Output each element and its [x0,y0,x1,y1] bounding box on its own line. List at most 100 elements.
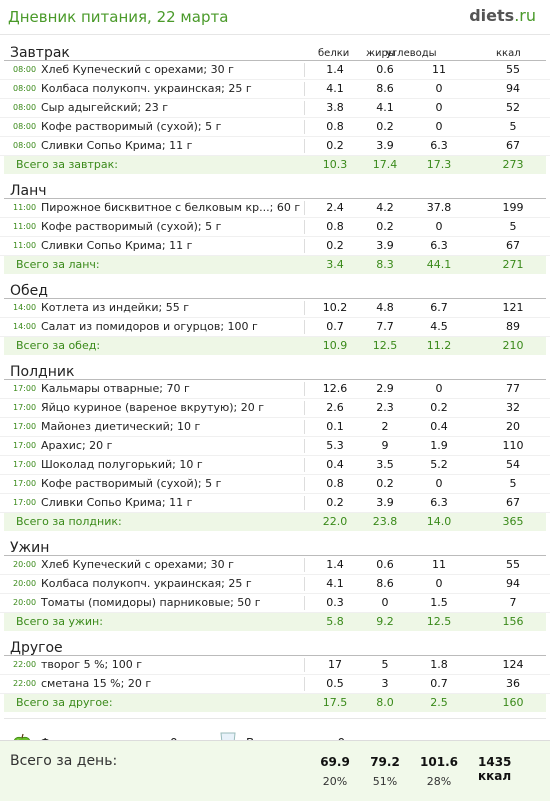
carbs-value: 5.2 [430,458,448,471]
kcal-value: 67 [506,139,520,152]
kcal-value: 89 [506,320,520,333]
carbs-value: 1.9 [430,439,448,452]
total-carbs: 11.2 [426,339,452,352]
total-kcal: 210 [502,339,524,352]
total-carbs: 2.5 [430,696,448,709]
column-separator [304,139,305,153]
page-title: Дневник питания, 22 марта [8,8,229,26]
meal-name: Ужин [10,540,50,556]
meal-header: Обед [0,274,550,299]
protein-value: 0.8 [326,220,344,233]
total-protein: 22.0 [322,515,348,528]
meal-total-label: Всего за ланч: [16,258,100,271]
fat-value: 4.1 [376,101,394,114]
day-total-panel: Всего за день: 69.9 79.2 101.6 1435 ккал… [0,740,550,801]
total-carbs: 12.5 [426,615,452,628]
food-row[interactable]: 20:00 Томаты (помидоры) парниковые; 50 г 0… [0,594,550,613]
food-row[interactable]: 11:00 Пирожное бисквитное с белковым кр..… [0,199,550,218]
food-name: Яйцо куриное (вареное вкрутую); 20 г [41,401,264,414]
food-row[interactable]: 17:00 Кофе растворимый (сухой); 5 г 0.8 0.2… [0,475,550,494]
entry-time: 11:00 [13,203,37,212]
total-fat: 23.8 [372,515,398,528]
kcal-value: 36 [506,677,520,690]
meal-section: Обед 14:00 Котлета из индейки; 55 г 10.2 4.8… [0,274,550,355]
meal-header: Другое [0,631,550,656]
meal-total-row: Всего за завтрак: 10.3 17.4 17.3 273 [4,156,546,174]
food-row[interactable]: 20:00 Колбаса полукопч. украинская; 25 г 4… [0,575,550,594]
food-row[interactable]: 11:00 Кофе растворимый (сухой); 5 г 0.8 0.2… [0,218,550,237]
kcal-value: 124 [502,658,524,671]
food-name: Сливки Сопьо Крима; 11 г [41,239,193,252]
fat-value: 0 [381,596,389,609]
meal-section: Ужин 20:00 Хлеб Купеческий с орехами; 30 г… [0,531,550,631]
kcal-value: 55 [506,63,520,76]
food-row[interactable]: 14:00 Котлета из индейки; 55 г 10.2 4.8 6.7 1… [0,299,550,318]
food-row[interactable]: 17:00 Арахис; 20 г 5.3 9 1.9 110 [0,437,550,456]
food-row[interactable]: 17:00 Сливки Сопьо Крима; 11 г 0.2 3.9 6.3 67 [0,494,550,513]
total-carbs: 17.3 [426,158,452,171]
food-row[interactable]: 17:00 Шоколад полугорький; 10 г 0.4 3.5 5.2 5… [0,456,550,475]
food-row[interactable]: 08:00 Колбаса полукопч. украинская; 25 г 4… [0,80,550,99]
total-fat: 17.4 [372,158,398,171]
food-row[interactable]: 22:00 творог 5 %; 100 г 17 5 1.8 124 [0,656,550,675]
total-carbs: 44.1 [426,258,452,271]
protein-value: 12.6 [322,382,348,395]
food-row[interactable]: 17:00 Яйцо куриное (вареное вкрутую); 20 … [0,399,550,418]
kcal-value: 94 [506,577,520,590]
kcal-value: 5 [509,120,517,133]
site-logo[interactable]: diets.ru [469,6,536,25]
column-separator [304,101,305,115]
meals-container: Завтрак белки жиры углеводы ккал 08:00 Хлеб Ку… [0,36,550,719]
food-row[interactable]: 11:00 Сливки Сопьо Крима; 11 г 0.2 3.9 6.3 67 [0,237,550,256]
carbs-value: 0 [435,101,443,114]
food-name: Майонез диетический; 10 г [41,420,201,433]
food-row[interactable]: 14:00 Салат из помидоров и огурцов; 100 г… [0,318,550,337]
food-row[interactable]: 20:00 Хлеб Купеческий с орехами; 30 г 1.4 0… [0,556,550,575]
meal-name: Другое [10,640,63,656]
food-row[interactable]: 08:00 Сыр адыгейский; 23 г 3.8 4.1 0 52 [0,99,550,118]
food-row[interactable]: 17:00 Майонез диетический; 10 г 0.1 2 0.4 20 [0,418,550,437]
kcal-value: 199 [502,201,524,214]
carbs-value: 0 [435,382,443,395]
total-carbs: 14.0 [426,515,452,528]
fat-value: 0.6 [376,63,394,76]
food-name: Сливки Сопьо Крима; 11 г [41,496,193,509]
fat-value: 3.5 [376,458,394,471]
fat-value: 9 [381,439,389,452]
carbs-value: 11 [432,63,446,76]
total-kcal: 271 [502,258,524,271]
kcal-value: 32 [506,401,520,414]
food-row[interactable]: 22:00 сметана 15 %; 20 г 0.5 3 0.7 36 [0,675,550,694]
entry-time: 17:00 [13,498,37,507]
column-separator [304,558,305,572]
protein-value: 0.4 [326,458,344,471]
total-fat: 9.2 [376,615,394,628]
food-name: Колбаса полукопч. украинская; 25 г [41,577,252,590]
total-kcal: 365 [502,515,524,528]
protein-value: 4.1 [326,82,344,95]
food-name: творог 5 %; 100 г [41,658,143,671]
food-row[interactable]: 08:00 Сливки Сопьо Крима; 11 г 0.2 3.9 6.3 67 [0,137,550,156]
logo-main: diets [469,6,515,25]
fat-value: 3 [381,677,389,690]
meal-section: Другое 22:00 творог 5 %; 100 г 17 5 1.8 124 22:… [0,631,550,712]
kcal-value: 54 [506,458,520,471]
food-row[interactable]: 17:00 Кальмары отварные; 70 г 12.6 2.9 0 77 [0,380,550,399]
food-row[interactable]: 08:00 Кофе растворимый (сухой); 5 г 0.8 0.2… [0,118,550,137]
entry-time: 08:00 [13,84,37,93]
meal-divider [4,298,546,299]
column-separator [304,301,305,315]
carbs-value: 1.8 [430,658,448,671]
column-separator [304,596,305,610]
column-separator [304,458,305,472]
column-separator [304,420,305,434]
total-protein: 3.4 [326,258,344,271]
food-row[interactable]: 08:00 Хлеб Купеческий с орехами; 30 г 1.4 0… [0,61,550,80]
total-kcal: 160 [502,696,524,709]
fat-value: 0.2 [376,220,394,233]
meal-total-row: Всего за ужин: 5.8 9.2 12.5 156 [4,613,546,631]
entry-time: 20:00 [13,560,37,569]
protein-value: 4.1 [326,577,344,590]
kcal-value: 20 [506,420,520,433]
kcal-value: 94 [506,82,520,95]
